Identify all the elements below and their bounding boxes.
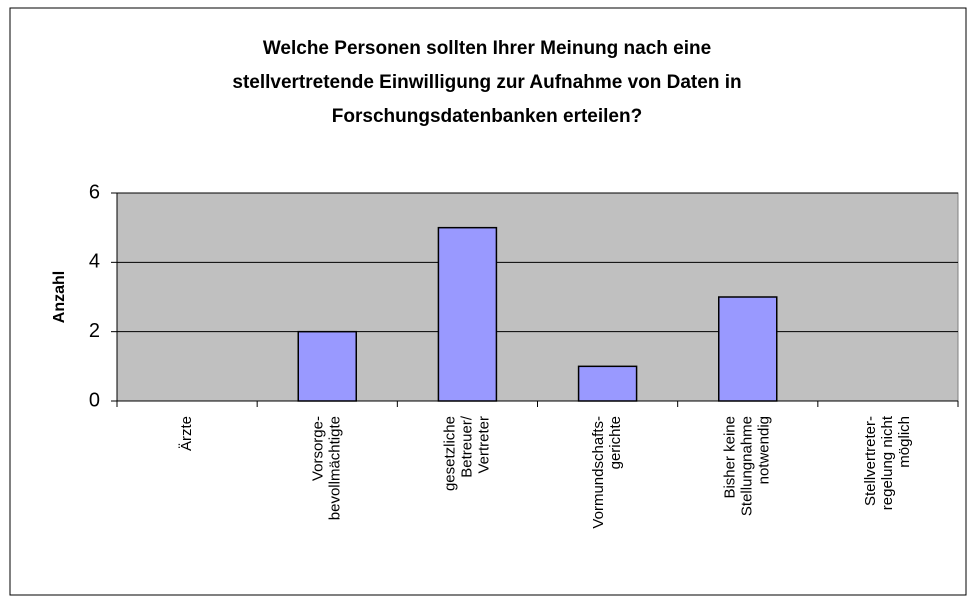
x-tick-label: möglich — [896, 416, 913, 468]
y-axis-label: Anzahl — [51, 271, 68, 323]
x-tick-label: Betreuer/ — [458, 415, 475, 478]
plot-area — [116, 192, 959, 402]
x-tick-label: Ärzte — [178, 416, 195, 451]
bar — [577, 365, 638, 402]
x-tick-label: bevollmächtigte — [327, 416, 344, 520]
x-tick-label: Stellvertreter- — [862, 416, 879, 506]
y-tick-label: 4 — [89, 251, 100, 273]
x-tick-label: Stellungnahme — [739, 416, 756, 516]
y-tick-label: 2 — [89, 320, 100, 342]
x-tick-label: Vertreter — [475, 416, 492, 474]
chart-title: Welche Personen sollten Ihrer Meinung na… — [263, 38, 711, 59]
bar — [718, 296, 778, 402]
x-tick-label: Vorsorge- — [310, 416, 327, 481]
x-tick-label: regelung nicht — [879, 415, 896, 510]
x-tick-label: notwendig — [756, 416, 773, 484]
y-tick-label: 0 — [89, 389, 100, 411]
bar — [437, 226, 498, 402]
x-tick-label: Vormundschafts- — [590, 416, 607, 529]
bar — [297, 330, 357, 402]
x-tick-label: gerichte — [607, 416, 624, 469]
chart-title: stellvertretende Einwilligung zur Aufnah… — [232, 72, 741, 93]
x-tick-label: gesetzliche — [441, 416, 458, 491]
x-tick-label: Bisher keine — [722, 416, 739, 499]
chart-title: Forschungsdatenbanken erteilen? — [332, 106, 642, 127]
y-tick-label: 6 — [89, 181, 100, 203]
